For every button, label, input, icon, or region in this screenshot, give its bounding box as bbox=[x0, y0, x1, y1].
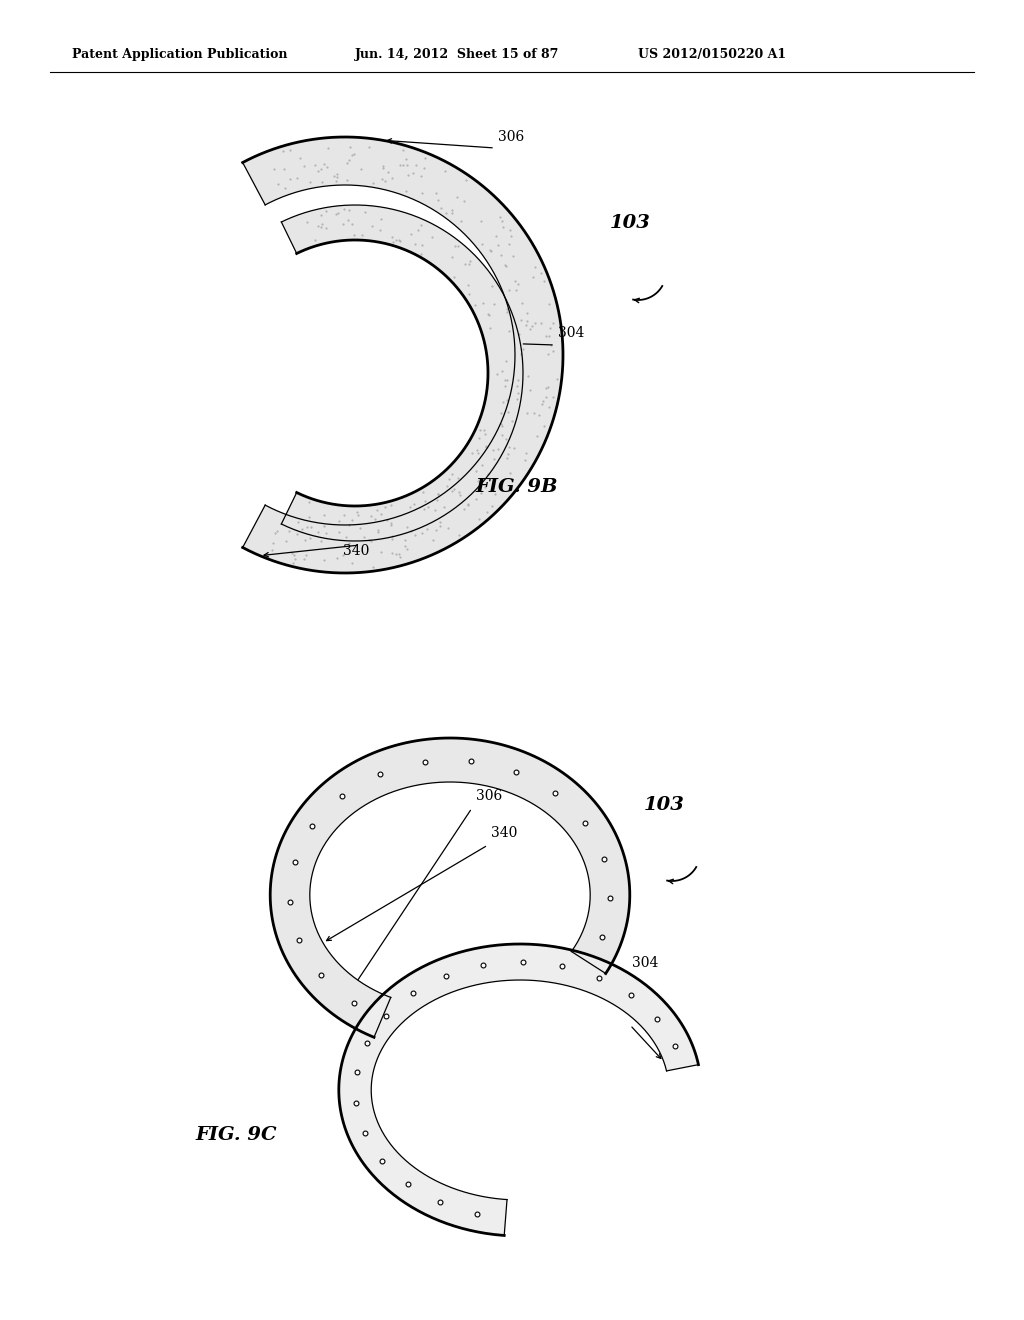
Polygon shape bbox=[282, 205, 523, 541]
Text: FIG. 9B: FIG. 9B bbox=[475, 478, 557, 496]
Text: 306: 306 bbox=[498, 129, 524, 144]
Text: 340: 340 bbox=[343, 544, 370, 558]
Text: 103: 103 bbox=[644, 796, 685, 814]
Text: 103: 103 bbox=[610, 214, 651, 232]
Text: 304: 304 bbox=[558, 326, 585, 341]
Text: 306: 306 bbox=[476, 789, 502, 803]
Text: 304: 304 bbox=[632, 956, 658, 970]
Polygon shape bbox=[270, 738, 630, 1038]
Polygon shape bbox=[339, 944, 698, 1236]
Text: FIG. 9C: FIG. 9C bbox=[195, 1126, 276, 1144]
Text: Patent Application Publication: Patent Application Publication bbox=[72, 48, 288, 61]
Text: 342: 342 bbox=[633, 1006, 659, 1020]
Polygon shape bbox=[297, 240, 488, 506]
Text: US 2012/0150220 A1: US 2012/0150220 A1 bbox=[638, 48, 786, 61]
Text: Jun. 14, 2012  Sheet 15 of 87: Jun. 14, 2012 Sheet 15 of 87 bbox=[355, 48, 559, 61]
Text: 340: 340 bbox=[490, 826, 517, 840]
Polygon shape bbox=[243, 137, 563, 573]
